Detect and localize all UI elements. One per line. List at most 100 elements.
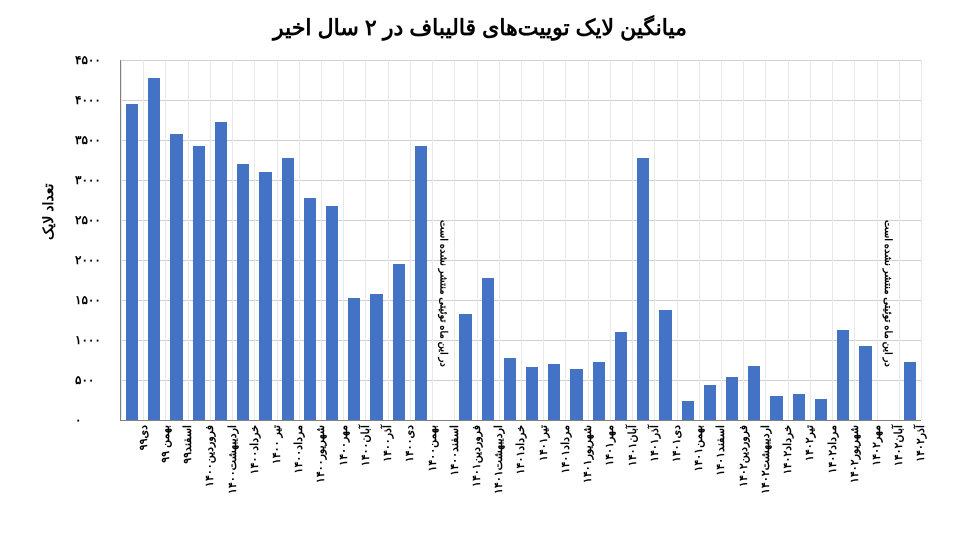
- chart-container: میانگین لایک توییت‌های قالیباف در ۲ سال …: [0, 0, 960, 540]
- bar: [548, 364, 560, 420]
- gridline-vertical: [277, 60, 278, 420]
- bar: [370, 294, 382, 420]
- x-tick-label: شهریور۱۴۰۲: [848, 425, 861, 525]
- gridline-vertical: [232, 60, 233, 420]
- gridline-vertical: [254, 60, 255, 420]
- x-tick-label: مرداد۱۴۰۰: [292, 425, 305, 525]
- bar: [615, 332, 627, 420]
- x-tick-label: دی۱۴۰۱: [670, 425, 683, 525]
- bar: [193, 146, 205, 420]
- x-tick-label: تیر ۱۴۰۰: [270, 425, 283, 525]
- y-tick-label: ۴۵۰۰: [75, 53, 115, 67]
- gridline-vertical: [321, 60, 322, 420]
- bar: [637, 158, 649, 420]
- bar: [859, 346, 871, 420]
- bar: [659, 310, 671, 420]
- y-tick-label: ۴۰۰۰: [75, 93, 115, 107]
- bar: [282, 158, 294, 420]
- bar: [326, 206, 338, 420]
- x-tick-label: آبان۱۴۰۰: [359, 425, 372, 525]
- gridline-vertical: [477, 60, 478, 420]
- gridline-vertical: [521, 60, 522, 420]
- x-tick-label: تیر۱۴۰۲: [803, 425, 816, 525]
- gridline-vertical: [410, 60, 411, 420]
- gridline-vertical: [299, 60, 300, 420]
- gridline-vertical: [721, 60, 722, 420]
- gridline-vertical: [388, 60, 389, 420]
- gridline-vertical: [432, 60, 433, 420]
- x-tick-label: خرداد۱۴۰۲: [781, 425, 794, 525]
- y-tick-label: ۰: [75, 413, 115, 427]
- bar: [215, 122, 227, 420]
- gridline-vertical: [499, 60, 500, 420]
- x-tick-label: دی۹۹: [137, 425, 150, 525]
- bar: [748, 366, 760, 420]
- x-tick-label: مهر۱۴۰۲: [870, 425, 883, 525]
- gridline-vertical: [854, 60, 855, 420]
- gridline-vertical: [543, 60, 544, 420]
- bar: [237, 164, 249, 420]
- x-tick-label: آذر۱۴۰۲: [914, 425, 927, 525]
- y-tick-label: ۱۵۰۰: [75, 293, 115, 307]
- x-tick-label: آبان۱۴۰۱: [626, 425, 639, 525]
- x-tick-label: خرداد۱۴۰۰: [248, 425, 261, 525]
- gridline-vertical: [210, 60, 211, 420]
- gridline-vertical: [188, 60, 189, 420]
- gridline-vertical: [565, 60, 566, 420]
- gridline-vertical: [810, 60, 811, 420]
- bar: [526, 367, 538, 420]
- y-axis-label: تعداد لایک: [40, 184, 57, 240]
- bar: [259, 172, 271, 420]
- gridline-vertical: [788, 60, 789, 420]
- x-tick-label: مرداد۱۴۰۲: [826, 425, 839, 525]
- gridline-vertical: [899, 60, 900, 420]
- x-tick-label: شهریور۱۴۰۰: [314, 425, 327, 525]
- gridline-vertical: [743, 60, 744, 420]
- x-tick-label: فروردین۱۴۰۰: [203, 425, 216, 525]
- bar: [837, 330, 849, 420]
- gridline-vertical: [343, 60, 344, 420]
- bar: [793, 394, 805, 420]
- gridline-vertical: [365, 60, 366, 420]
- bar: [415, 146, 427, 420]
- bar: [393, 264, 405, 420]
- gridline-vertical: [143, 60, 144, 420]
- x-tick-label: شهریور۱۴۰۱: [581, 425, 594, 525]
- gridline-vertical: [121, 60, 122, 420]
- bar: [348, 298, 360, 420]
- gridline-vertical: [832, 60, 833, 420]
- bar: [682, 401, 694, 420]
- bar: [459, 314, 471, 420]
- chart-title: میانگین لایک توییت‌های قالیباف در ۲ سال …: [0, 15, 960, 41]
- x-tick-label: دی۱۴۰۰: [403, 425, 416, 525]
- bar: [482, 278, 494, 420]
- bar: [726, 377, 738, 420]
- gridline-vertical: [165, 60, 166, 420]
- bar: [704, 385, 716, 420]
- bar: [815, 399, 827, 420]
- x-tick-label: تیر۱۴۰۱: [537, 425, 550, 525]
- bar: [126, 104, 138, 420]
- no-data-annotation: در این ماه توئیتی منتشر نشده است: [880, 220, 896, 420]
- gridline-vertical: [454, 60, 455, 420]
- x-tick-label: مهر۱۴۰۱: [603, 425, 616, 525]
- y-tick-label: ۳۵۰۰: [75, 133, 115, 147]
- gridline-vertical: [877, 60, 878, 420]
- bar: [504, 358, 516, 420]
- y-tick-label: ۵۰۰: [75, 373, 115, 387]
- x-tick-label: اسفند۱۴۰۰: [448, 425, 461, 525]
- gridline-vertical: [632, 60, 633, 420]
- x-tick-label: اسفند۱۴۰۱: [714, 425, 727, 525]
- bar: [170, 134, 182, 420]
- x-tick-label: مهر۱۴۰۰: [337, 425, 350, 525]
- x-tick-label: خرداد۱۴۰۱: [514, 425, 527, 525]
- x-tick-label: فروردین۱۴۰۱: [470, 425, 483, 525]
- x-tick-label: اردیبهشت۱۴۰۱: [492, 425, 505, 525]
- gridline-vertical: [921, 60, 922, 420]
- gridline-vertical: [765, 60, 766, 420]
- y-tick-label: ۳۰۰۰: [75, 173, 115, 187]
- bar: [904, 362, 916, 420]
- x-tick-label: بهمن۱۴۰۱: [692, 425, 705, 525]
- y-tick-label: ۱۰۰۰: [75, 333, 115, 347]
- gridline-vertical: [588, 60, 589, 420]
